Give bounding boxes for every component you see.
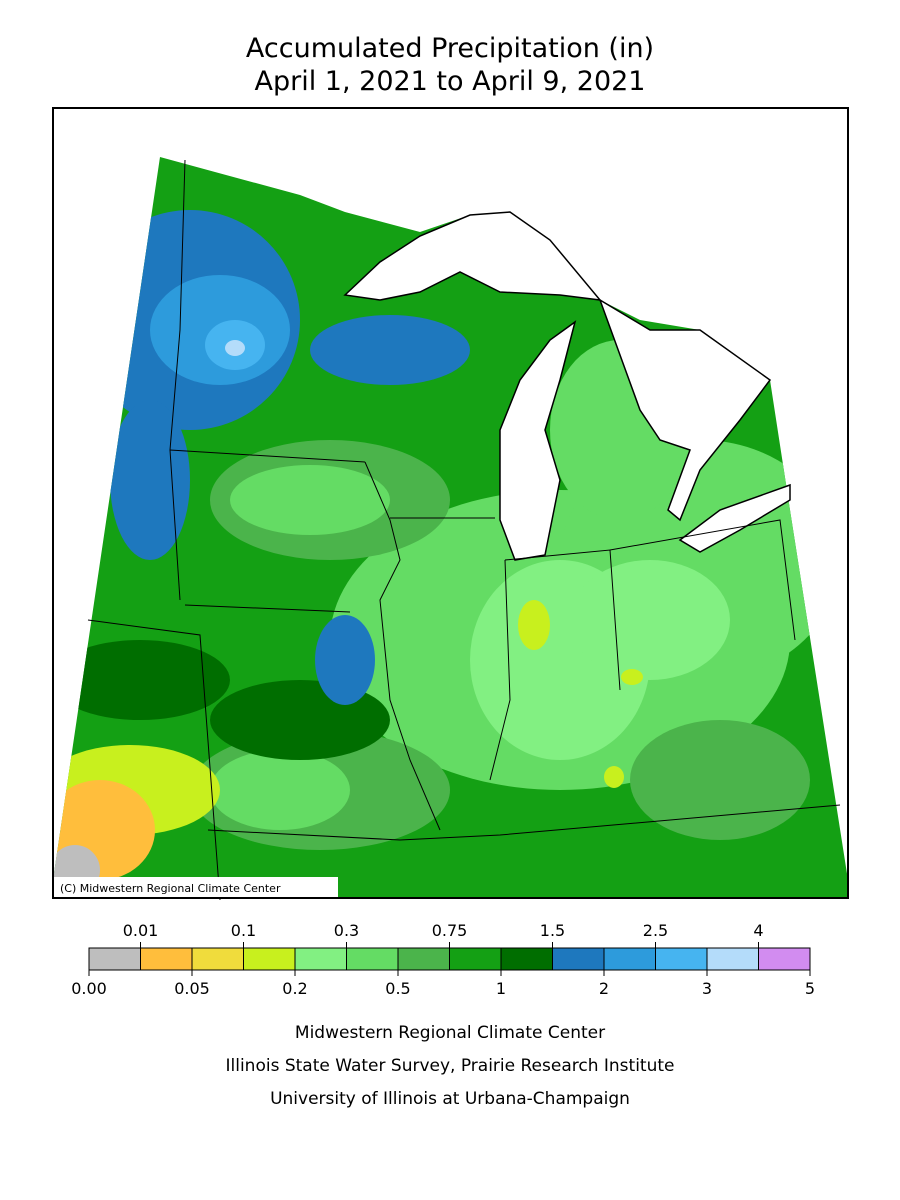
title-line: Accumulated Precipitation (in) — [246, 33, 654, 64]
legend-label: 0.01 — [123, 921, 159, 940]
copyright-box — [54, 877, 338, 897]
legend-swatch — [346, 947, 399, 971]
legend-swatch — [603, 947, 656, 971]
legend-label: 0.05 — [174, 979, 210, 998]
legend-label: 0.2 — [282, 979, 307, 998]
legend-swatch — [706, 947, 759, 971]
legend-label: 2.5 — [643, 921, 668, 940]
credit-line: Midwestern Regional Climate Center — [295, 1023, 605, 1043]
legend-swatch — [88, 947, 141, 971]
legend-label: 0.00 — [71, 979, 107, 998]
legend-label: 2 — [599, 979, 609, 998]
legend: 0.01 0.1 0.3 0.75 1.5 2.5 4 0.00 0.05 0.2 0.5 1 2 3 5 — [71, 921, 815, 998]
legend-label: 1.5 — [540, 921, 565, 940]
legend-swatch — [191, 947, 244, 971]
lakes — [343, 211, 791, 561]
legend-label: 5 — [805, 979, 815, 998]
legend-label: 3 — [702, 979, 712, 998]
map: (C) Midwestern Regional Climate Center — [52, 107, 849, 901]
legend-label: 0.5 — [385, 979, 410, 998]
legend-swatch — [552, 947, 605, 971]
legend-label: 0.1 — [231, 921, 256, 940]
legend-swatch — [243, 947, 296, 971]
title-line: April 1, 2021 to April 9, 2021 — [255, 66, 646, 97]
credit-line: University of Illinois at Urbana-Champai… — [270, 1089, 630, 1109]
legend-label: 1 — [496, 979, 506, 998]
legend-swatch — [397, 947, 450, 971]
legend-swatch — [758, 947, 811, 971]
legend-swatch — [294, 947, 347, 971]
legend-swatch — [449, 947, 502, 971]
legend-label: 4 — [753, 921, 763, 940]
copyright: (C) Midwestern Regional Climate Center — [60, 882, 281, 895]
legend-swatch — [655, 947, 708, 971]
map-frame — [52, 107, 849, 899]
legend-label: 0.75 — [432, 921, 468, 940]
legend-label: 0.3 — [334, 921, 359, 940]
legend-swatch — [500, 947, 553, 971]
legend-swatch — [140, 947, 193, 971]
state-borders — [87, 159, 841, 901]
credit-line: Illinois State Water Survey, Prairie Res… — [226, 1056, 675, 1076]
